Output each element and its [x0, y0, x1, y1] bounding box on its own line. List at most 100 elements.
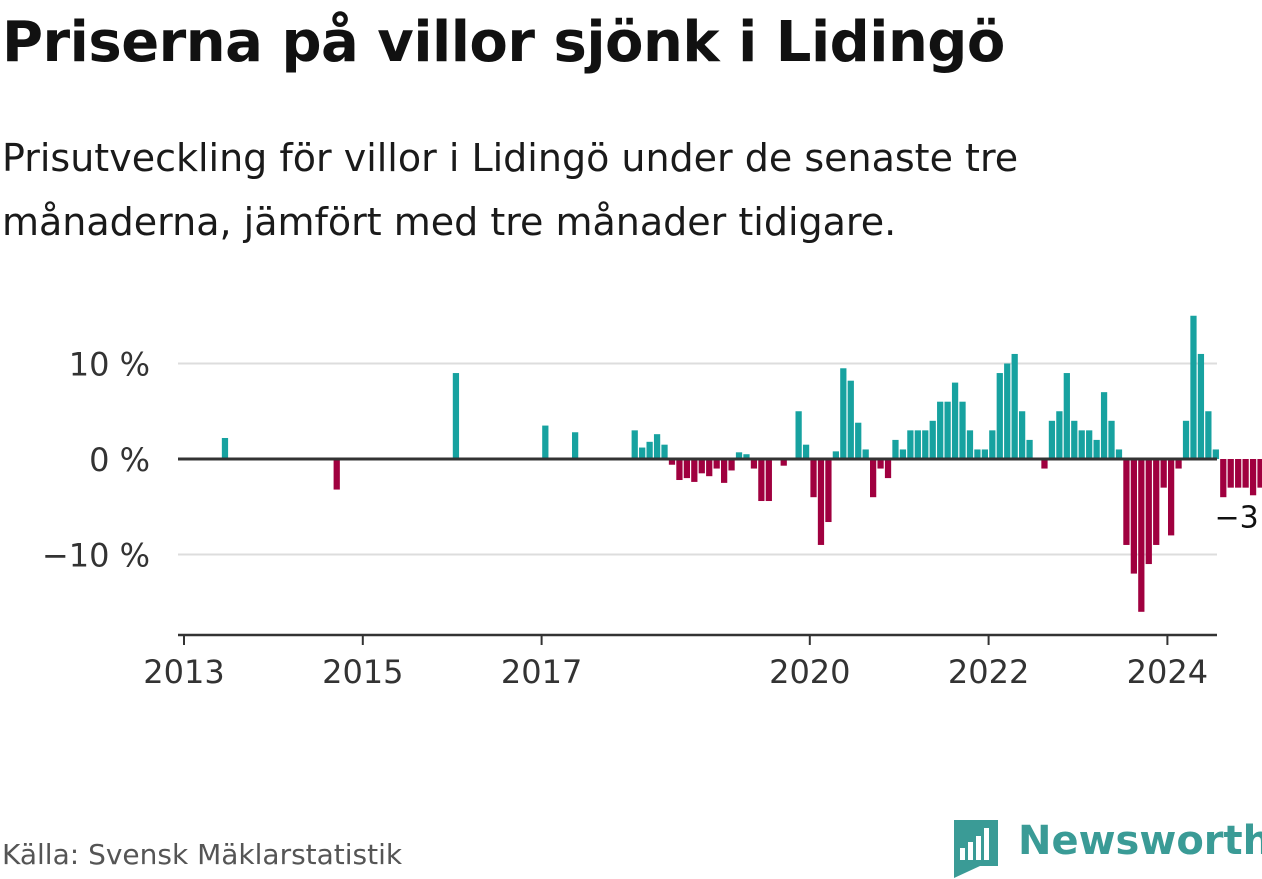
bar [668, 459, 676, 465]
x-tick-label: 2013 [143, 653, 224, 691]
bar [989, 430, 996, 459]
bar [780, 459, 787, 466]
bar [929, 420, 936, 459]
x-tick-label: 2022 [948, 653, 1029, 691]
bar [735, 452, 743, 459]
y-tick-label: 0 % [89, 441, 150, 479]
bar [1153, 459, 1160, 545]
bar [698, 459, 705, 474]
bar [758, 459, 765, 502]
bar [1205, 411, 1212, 459]
bar [1093, 439, 1100, 459]
bar [922, 430, 929, 459]
bar [691, 459, 698, 482]
bar [542, 425, 549, 459]
axis-layer [178, 457, 1217, 645]
bar [750, 459, 758, 469]
bar [661, 444, 668, 459]
bar [1011, 353, 1018, 459]
bar [996, 373, 1003, 459]
bar [1182, 420, 1190, 459]
bar [840, 368, 847, 459]
bar [1138, 459, 1145, 612]
bar [847, 380, 854, 459]
source-note: Källa: Svensk Mäklarstatistik [2, 838, 403, 871]
bar [713, 459, 720, 469]
bar [743, 454, 750, 459]
bar [817, 459, 825, 545]
bar [1190, 315, 1197, 459]
bar [1220, 459, 1227, 498]
bar [1063, 373, 1070, 459]
bar [974, 449, 981, 459]
bar [221, 437, 229, 459]
bar [951, 382, 959, 459]
y-tick-label: 10 % [69, 346, 150, 384]
bar [959, 401, 966, 459]
labels-layer: 10 % 0 % −10 % 2013 2015 2017 2020 2022 2024 −3 % [42, 346, 1262, 692]
bar [1019, 411, 1026, 459]
bar [944, 401, 951, 459]
bar [855, 422, 862, 459]
bar [639, 447, 646, 459]
bar [1227, 459, 1234, 488]
bar [802, 444, 810, 459]
bar [862, 449, 869, 459]
bar [728, 459, 735, 471]
bar [631, 430, 638, 459]
bar [907, 430, 914, 459]
last-value-annotation: −3 % [1215, 501, 1262, 536]
bar [1078, 430, 1085, 459]
brand-logo[interactable]: Newsworthy [950, 818, 1262, 878]
y-tick-label: −10 % [42, 537, 150, 575]
bar [706, 459, 713, 477]
bar [966, 430, 974, 459]
bar [1235, 459, 1242, 488]
bar [333, 459, 340, 490]
x-tick-label: 2015 [322, 653, 403, 691]
bar [765, 459, 772, 502]
page-title: Priserna på villor sjönk i Lidingö [2, 10, 1005, 75]
bar [1071, 420, 1078, 459]
bar [1123, 459, 1130, 545]
bar [1041, 459, 1048, 469]
bar [1115, 449, 1123, 459]
bar [676, 459, 683, 481]
bar [937, 401, 944, 459]
bar [884, 459, 892, 479]
bar [721, 459, 728, 483]
bar [1056, 411, 1063, 459]
bar [653, 434, 661, 459]
bar [1145, 459, 1152, 565]
bar [877, 459, 884, 469]
bar-chart: 10 % 0 % −10 % 2013 2015 2017 2020 2022 2024 −3 % [42, 315, 1262, 692]
bar [870, 459, 877, 498]
x-tick-label: 2020 [769, 653, 850, 691]
x-tick-label: 2024 [1127, 653, 1208, 691]
bar [1257, 459, 1262, 488]
bar [981, 449, 988, 459]
newsworthy-logo-icon [954, 820, 998, 878]
bar [1130, 459, 1137, 574]
bar [825, 459, 832, 523]
bar [1160, 459, 1167, 488]
bar [1249, 459, 1257, 496]
bar [1212, 449, 1219, 459]
bar [810, 459, 817, 498]
bar [1108, 420, 1115, 459]
bar [452, 373, 460, 459]
bar [1048, 420, 1056, 459]
bar [1175, 459, 1182, 469]
bar [572, 432, 579, 459]
bar [683, 459, 690, 479]
bar [795, 411, 802, 459]
bar [1004, 363, 1011, 459]
brand-name: Newsworthy [1018, 818, 1262, 864]
bar [1100, 392, 1108, 459]
bar [914, 430, 921, 459]
bar [1168, 459, 1175, 536]
bars-layer [221, 315, 1262, 612]
x-tick-label: 2017 [501, 653, 582, 691]
bar [892, 439, 899, 459]
bar [1242, 459, 1249, 488]
